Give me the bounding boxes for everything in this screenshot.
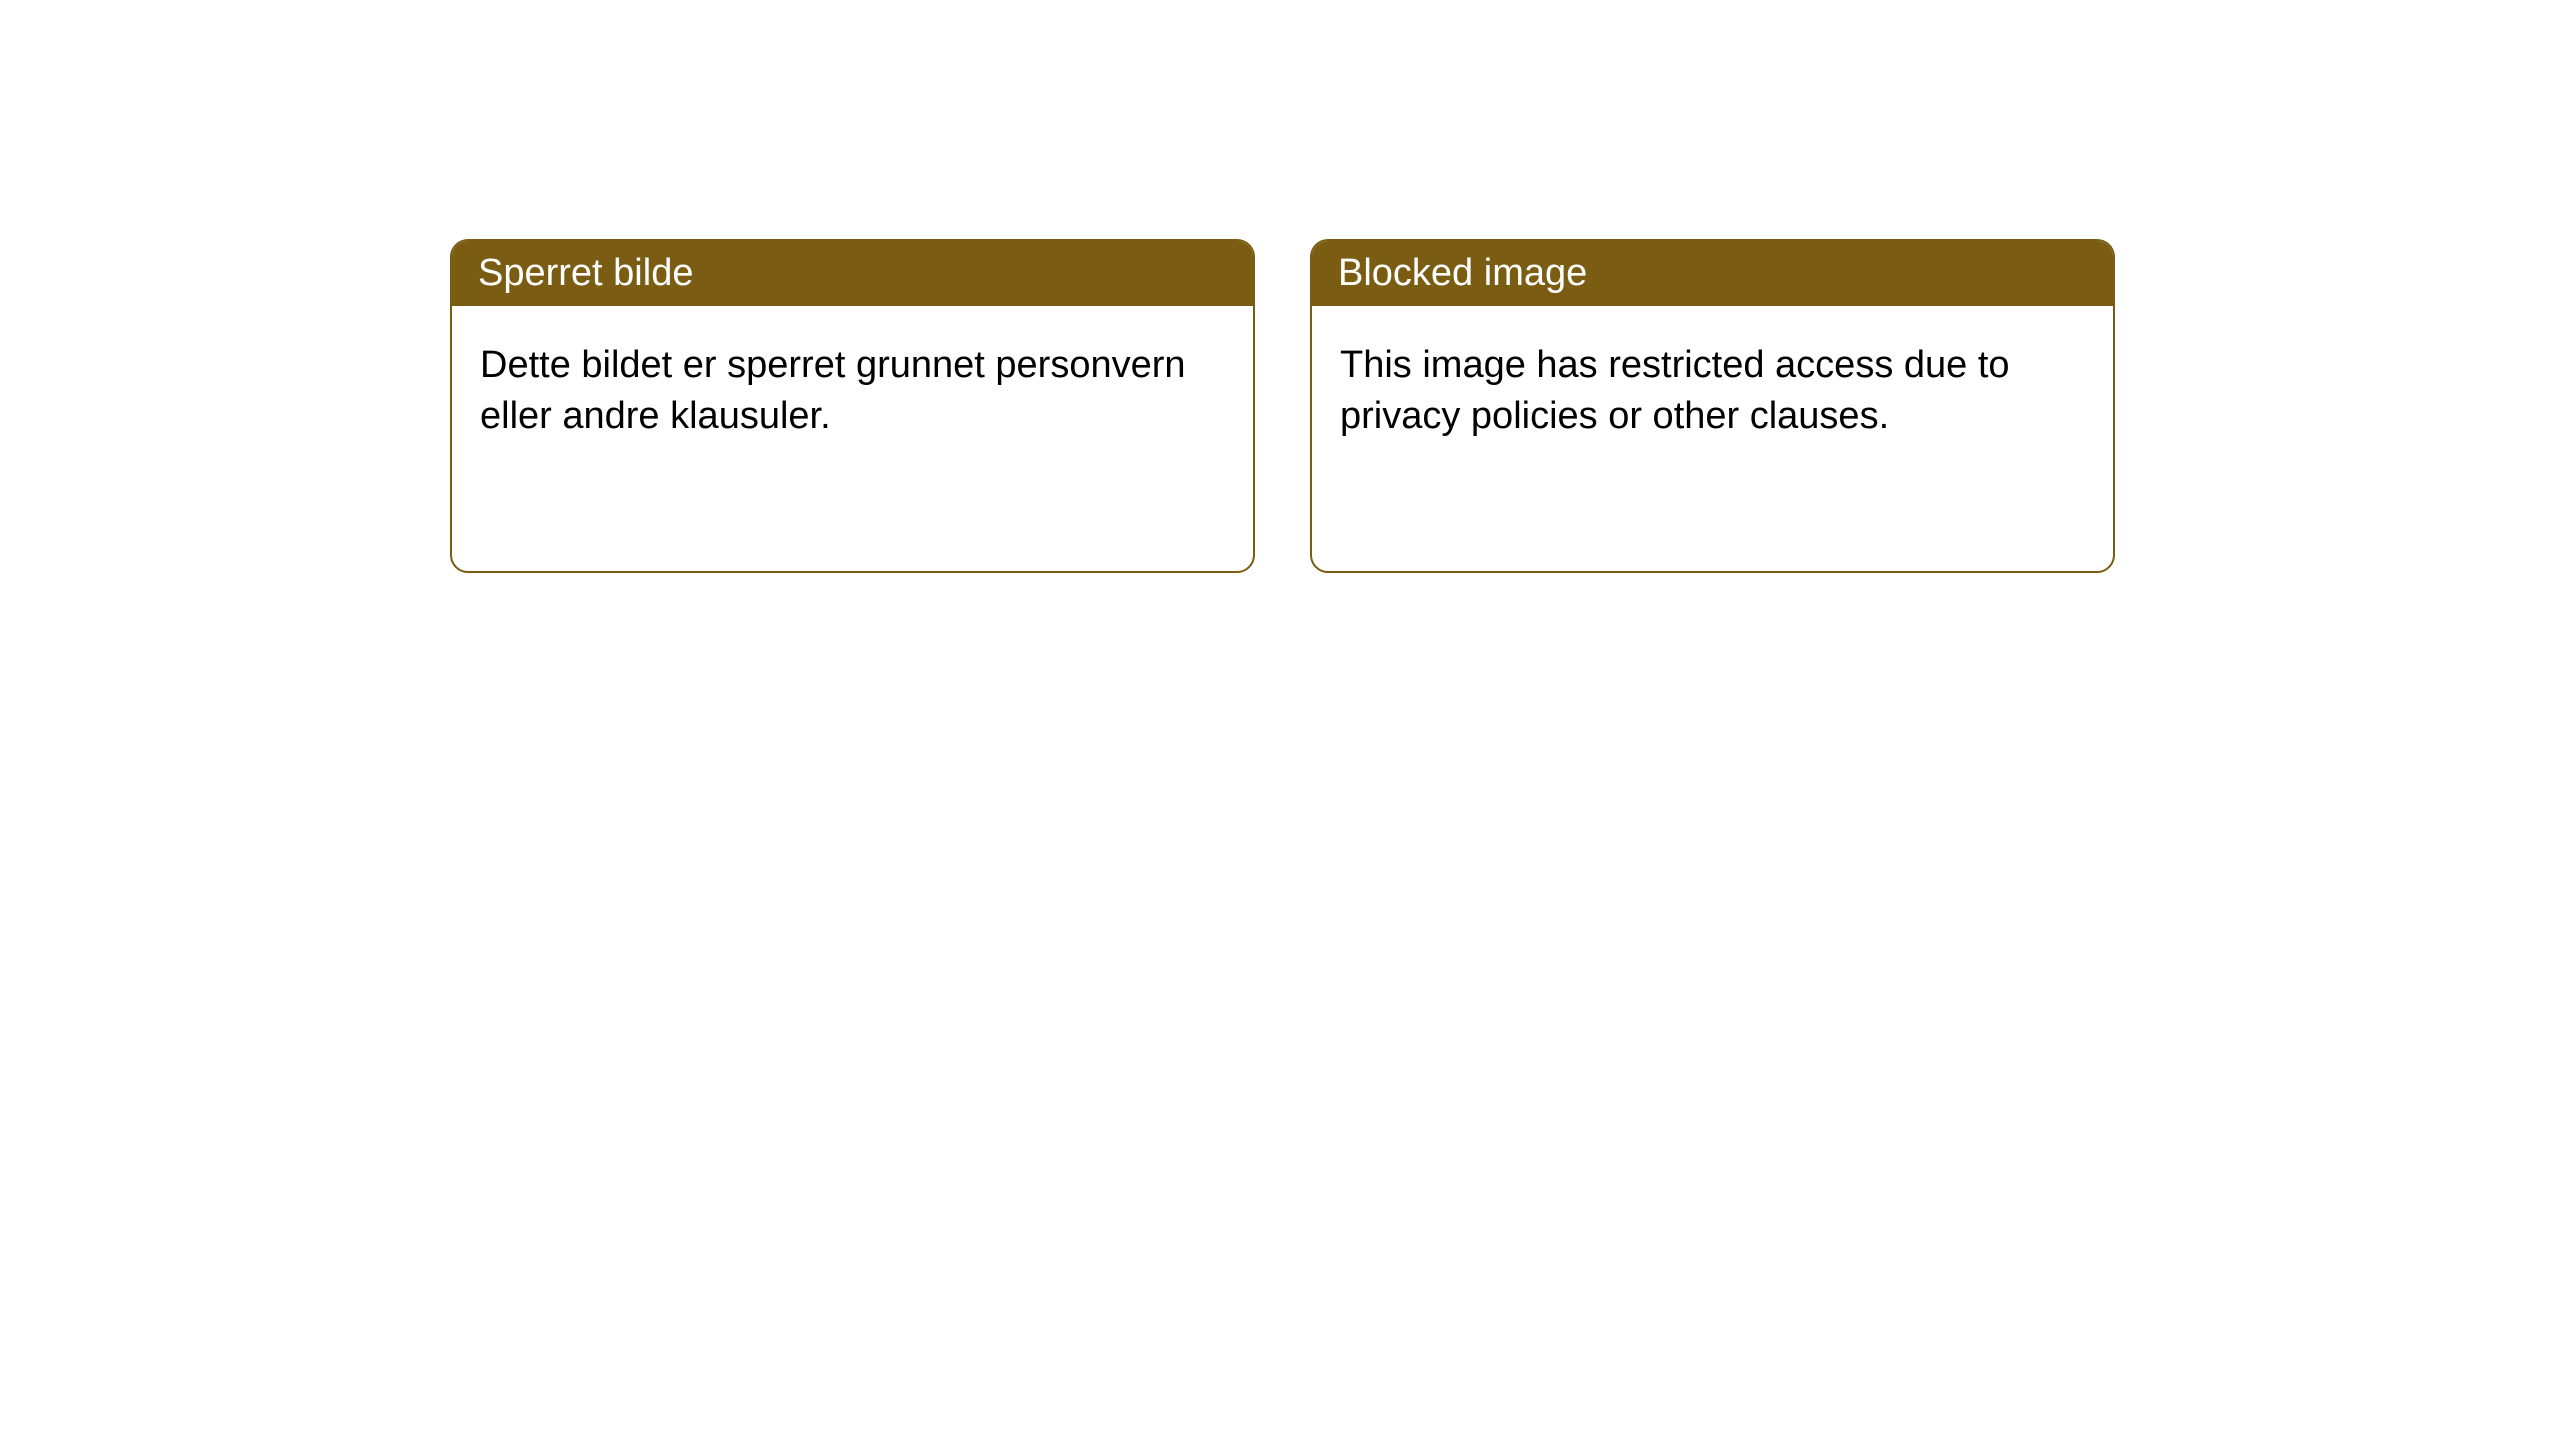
blocked-image-card-no: Sperret bilde Dette bildet er sperret gr… <box>450 239 1255 573</box>
card-body-no: Dette bildet er sperret grunnet personve… <box>452 306 1253 477</box>
notice-cards-container: Sperret bilde Dette bildet er sperret gr… <box>450 239 2115 573</box>
card-header-no: Sperret bilde <box>452 241 1253 306</box>
card-body-en: This image has restricted access due to … <box>1312 306 2113 477</box>
blocked-image-card-en: Blocked image This image has restricted … <box>1310 239 2115 573</box>
card-header-en: Blocked image <box>1312 241 2113 306</box>
